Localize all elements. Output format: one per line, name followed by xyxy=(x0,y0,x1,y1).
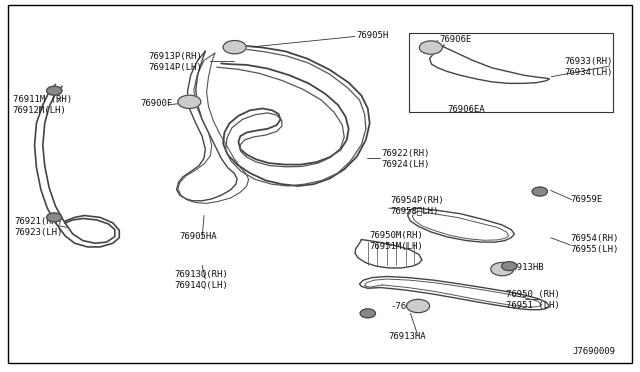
Circle shape xyxy=(502,262,517,270)
Circle shape xyxy=(532,187,547,196)
Text: J7690009: J7690009 xyxy=(572,347,615,356)
Text: 76922(RH)
76924(LH): 76922(RH) 76924(LH) xyxy=(381,149,429,169)
Text: 76913HB: 76913HB xyxy=(506,263,544,272)
Circle shape xyxy=(178,95,201,109)
Text: 76905H: 76905H xyxy=(356,31,388,40)
Bar xyxy=(409,33,613,112)
Circle shape xyxy=(406,299,429,312)
Text: 76906EA: 76906EA xyxy=(447,105,485,115)
Text: 76959E: 76959E xyxy=(570,195,603,204)
Text: 76913Q(RH)
76914Q(LH): 76913Q(RH) 76914Q(LH) xyxy=(175,270,228,290)
Circle shape xyxy=(419,41,442,54)
Text: 76950M(RH)
76951M(LH): 76950M(RH) 76951M(LH) xyxy=(370,231,424,251)
Circle shape xyxy=(360,309,376,318)
Circle shape xyxy=(491,262,514,276)
Circle shape xyxy=(47,86,62,95)
Circle shape xyxy=(223,41,246,54)
Text: 76906E: 76906E xyxy=(440,35,472,44)
Text: 76911M (RH)
76912M(LH): 76911M (RH) 76912M(LH) xyxy=(13,95,72,115)
Text: 76954P(RH)
76958（LH): 76954P(RH) 76958（LH) xyxy=(390,196,444,216)
Text: 76954(RH)
76955(LH): 76954(RH) 76955(LH) xyxy=(570,234,619,254)
Circle shape xyxy=(47,213,62,222)
Text: 76900F: 76900F xyxy=(140,99,173,108)
Text: 76913P(RH)
76914P(LH): 76913P(RH) 76914P(LH) xyxy=(148,52,202,72)
Text: -76913H: -76913H xyxy=(390,302,428,311)
Text: 76921(RH)
76923(LH): 76921(RH) 76923(LH) xyxy=(14,217,63,237)
Text: 76933(RH)
76934(LH): 76933(RH) 76934(LH) xyxy=(564,57,613,77)
Text: 76950 (RH)
76951 (LH): 76950 (RH) 76951 (LH) xyxy=(506,290,560,310)
Text: 76905HA: 76905HA xyxy=(180,232,218,241)
Text: 76913HA: 76913HA xyxy=(389,332,426,341)
